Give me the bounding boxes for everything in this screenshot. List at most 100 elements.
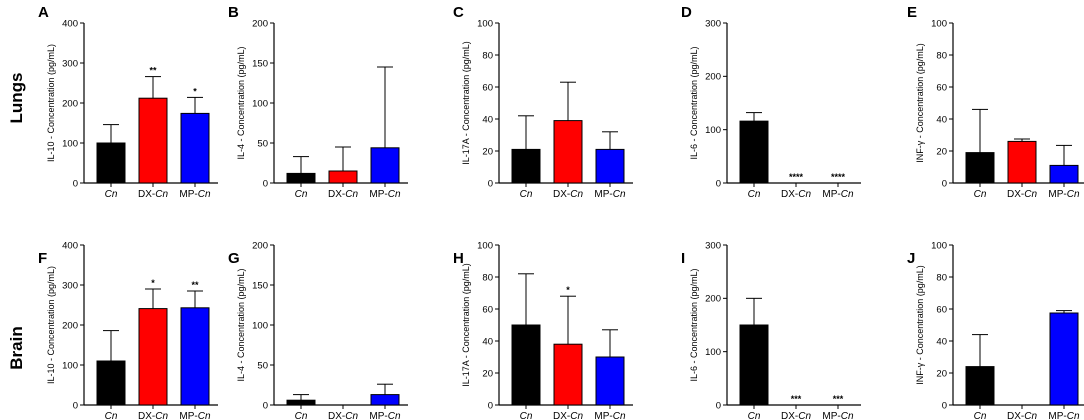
y-tick-label: 80 [482, 50, 493, 61]
panel-g: GIL-4 - Concentration (pg/mL) 0 50 100 150 20… [228, 240, 408, 420]
panel-b: B IL-4 - Concentration (pg/mL) 0 50 100 150 20… [228, 4, 408, 200]
panel-letter: B [228, 4, 239, 21]
y-tick-label: 0 [488, 400, 493, 411]
y-tick-label: 400 [62, 240, 78, 251]
y-axis-label: IL-10 - Concentration (pg/mL) [46, 44, 56, 162]
panel-letter: E [907, 4, 917, 21]
category-prefix: MP- [179, 189, 197, 200]
panel-letter: A [38, 4, 49, 21]
category-italic: Cn [570, 189, 583, 200]
category-prefix: DX- [781, 189, 798, 200]
category-label: Cn [520, 189, 533, 200]
category-italic: Cn [520, 189, 533, 200]
y-tick-label: 400 [62, 18, 78, 29]
significance-marker: **** [789, 172, 804, 182]
y-tick-label: 300 [62, 280, 78, 291]
y-tick-label: 300 [705, 18, 721, 29]
y-axis-label: INF-γ - Concentration (pg/mL) [915, 43, 925, 163]
category-italic: Cn [155, 189, 168, 200]
category-label: Cn [520, 411, 533, 420]
y-axis-label: IL-17A - Concentration (pg/mL) [461, 41, 471, 165]
bar-dx-cn [553, 343, 583, 406]
y-tick-label: 0 [73, 178, 78, 189]
y-tick-label: 150 [252, 280, 268, 291]
bar-mp-cn [180, 307, 210, 406]
category-label: DX-Cn [553, 189, 583, 200]
panel-letter: I [681, 250, 685, 267]
y-tick-label: 100 [477, 18, 493, 29]
y-tick-label: 100 [705, 125, 721, 136]
category-label: MP-Cn [1048, 411, 1080, 420]
category-prefix: DX- [328, 189, 345, 200]
y-tick-label: 50 [257, 138, 268, 149]
y-tick-label: 0 [73, 400, 78, 411]
category-label: MP-Cn [594, 189, 626, 200]
panel-letter: C [453, 4, 464, 21]
category-prefix: DX- [1007, 411, 1024, 420]
y-tick-label: 40 [936, 336, 947, 347]
category-label: Cn [974, 411, 987, 420]
bar-mp-cn [1049, 164, 1079, 184]
bar-mp-cn [370, 147, 400, 184]
category-label: Cn [748, 411, 761, 420]
category-italic: Cn [748, 411, 761, 420]
category-prefix: MP- [822, 411, 840, 420]
y-tick-label: 100 [931, 18, 947, 29]
significance-marker: ** [191, 280, 199, 290]
category-italic: Cn [748, 189, 761, 200]
category-italic: Cn [798, 411, 811, 420]
category-label: DX-Cn [553, 411, 583, 420]
bar-mp-cn [1049, 312, 1079, 406]
bar-dx-cn [138, 97, 168, 184]
y-tick-label: 100 [252, 98, 268, 109]
category-label: DX-Cn [781, 189, 811, 200]
y-tick-label: 0 [942, 178, 947, 189]
significance-marker: *** [791, 394, 802, 404]
bar-dx-cn [138, 308, 168, 406]
category-prefix: DX- [138, 411, 155, 420]
y-tick-label: 20 [482, 146, 493, 157]
y-tick-label: 60 [936, 304, 947, 315]
category-label: MP-Cn [594, 411, 626, 420]
category-italic: Cn [1067, 189, 1080, 200]
y-tick-label: 80 [936, 50, 947, 61]
bar-cn [965, 366, 995, 406]
category-label: MP-Cn [822, 189, 854, 200]
y-tick-label: 80 [482, 272, 493, 283]
panel-letter: F [38, 250, 47, 267]
significance-marker: * [193, 86, 197, 96]
y-axis-label: INF-γ - Concentration (pg/mL) [915, 265, 925, 385]
category-prefix: MP- [369, 411, 387, 420]
category-italic: Cn [613, 411, 626, 420]
category-label: MP-Cn [369, 189, 401, 200]
category-prefix: MP- [179, 411, 197, 420]
category-italic: Cn [520, 411, 533, 420]
category-prefix: MP- [1048, 189, 1066, 200]
category-label: DX-Cn [1007, 189, 1037, 200]
category-italic: Cn [974, 411, 987, 420]
y-axis-label: IL-4 - Concentration (pg/mL) [236, 268, 246, 381]
bar-dx-cn [553, 120, 583, 184]
panel-h: HIL-17A - Concentration (pg/mL) 0 20 40 60 80… [453, 240, 633, 420]
category-italic: Cn [345, 189, 358, 200]
y-tick-label: 40 [482, 336, 493, 347]
category-label: MP-Cn [369, 411, 401, 420]
category-label: DX-Cn [138, 189, 168, 200]
y-tick-label: 100 [705, 347, 721, 358]
y-tick-label: 100 [931, 240, 947, 251]
y-tick-label: 0 [263, 178, 268, 189]
panel-letter: H [453, 250, 464, 267]
category-italic: Cn [1024, 411, 1037, 420]
category-label: DX-Cn [138, 411, 168, 420]
category-label: MP-Cn [822, 411, 854, 420]
bar-mp-cn [595, 356, 625, 406]
category-label: MP-Cn [179, 411, 211, 420]
bar-cn [511, 324, 541, 406]
significance-marker: ** [149, 66, 157, 76]
panels-group: AIL-10 - Concentration (pg/mL)0100200300… [38, 4, 1084, 420]
panel-e: E INF-γ - Concentration (pg/mL) 0 20 40 60 80 1… [907, 4, 1084, 200]
bar-dx-cn [328, 170, 358, 184]
significance-marker: * [566, 285, 570, 295]
category-prefix: MP- [369, 189, 387, 200]
